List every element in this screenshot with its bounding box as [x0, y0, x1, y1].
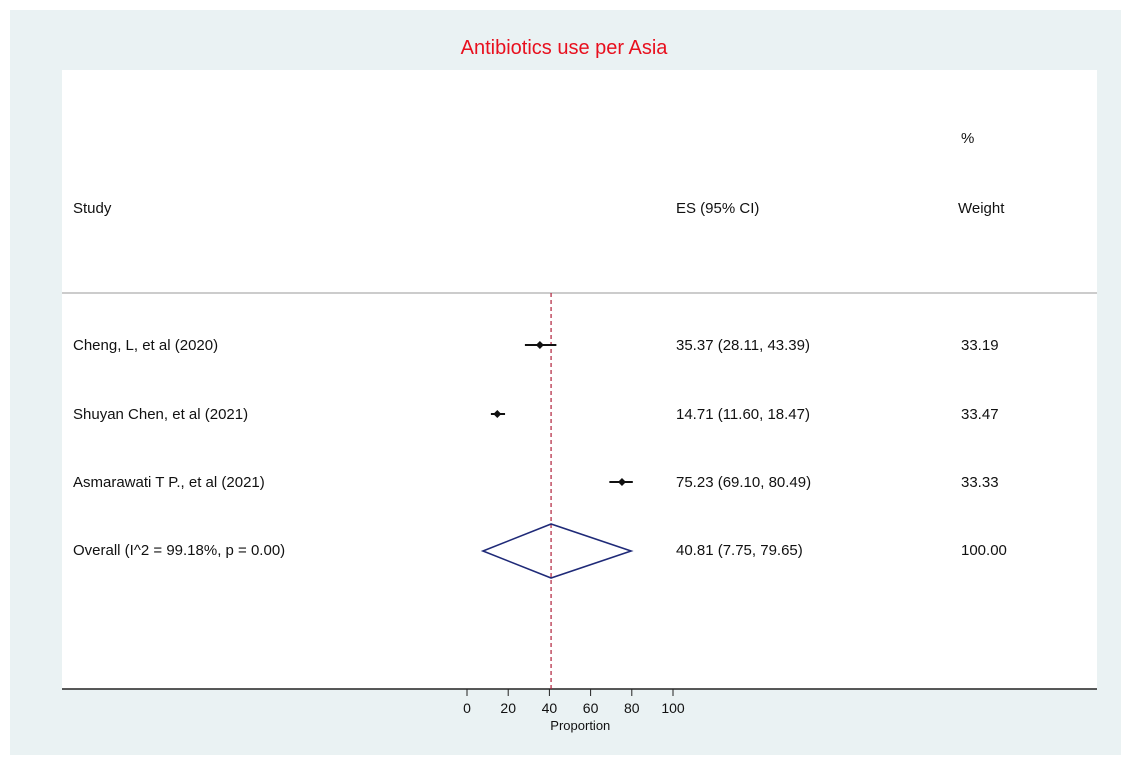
study-es-ci: 14.71 (11.60, 18.47): [676, 406, 810, 423]
header-weight: Weight: [958, 200, 1005, 217]
study-weight: 33.47: [961, 406, 999, 423]
header-weight-percent: %: [961, 130, 975, 147]
x-axis-title: Proportion: [550, 718, 610, 733]
header-study: Study: [73, 200, 112, 217]
study-label: Cheng, L, et al (2020): [73, 337, 219, 354]
x-tick-label: 0: [463, 700, 471, 716]
chart-title: Antibiotics use per Asia: [460, 37, 668, 59]
effect-marker: [535, 341, 544, 349]
overall-diamond: [480, 523, 634, 579]
overall-weight: 100.00: [961, 542, 1007, 559]
overall-label: Overall (I^2 = 99.18%, p = 0.00): [73, 542, 286, 559]
effect-marker: [617, 478, 626, 486]
study-weight: 33.33: [961, 474, 999, 491]
study-es-ci: 75.23 (69.10, 80.49): [676, 474, 812, 491]
header-es: ES (95% CI): [676, 200, 760, 217]
study-label: Asmarawati T P., et al (2021): [73, 474, 265, 491]
study-es-ci: 35.37 (28.11, 43.39): [676, 337, 810, 354]
x-tick-label: 60: [583, 700, 599, 716]
effect-marker: [493, 410, 502, 418]
x-tick-label: 100: [661, 700, 685, 716]
x-tick-label: 40: [542, 700, 558, 716]
study-label: Shuyan Chen, et al (2021): [73, 406, 249, 423]
plot-area: [62, 70, 1097, 689]
x-tick-label: 80: [624, 700, 640, 716]
x-tick-label: 20: [500, 700, 516, 716]
overall-es-ci: 40.81 (7.75, 79.65): [676, 542, 803, 559]
study-weight: 33.19: [961, 337, 999, 354]
